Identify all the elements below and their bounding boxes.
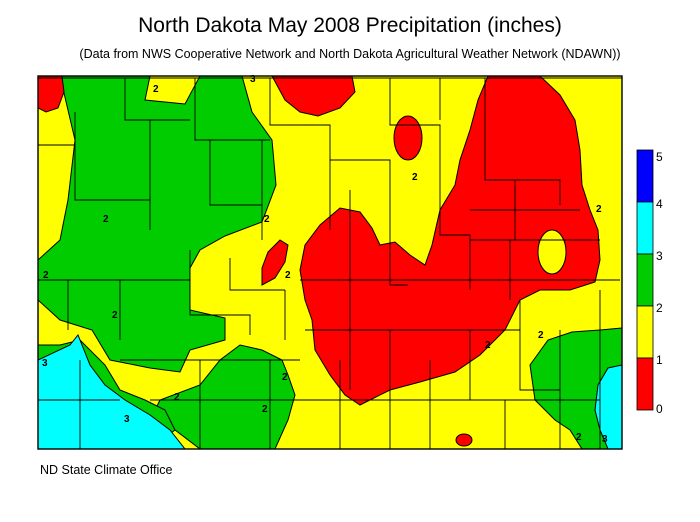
map-subtitle: (Data from NWS Cooperative Network and N…: [79, 47, 621, 61]
contour-label: 2: [596, 204, 602, 215]
zone-0-1-east: [299, 76, 601, 406]
legend-label-5: 5: [656, 150, 663, 164]
contour-label: 3: [250, 74, 256, 85]
legend-swatch-2-3: [636, 253, 654, 307]
legend-label-4: 4: [656, 197, 663, 211]
zone-0-1-northwest: [38, 76, 65, 113]
zone-0-1-central: [261, 239, 289, 286]
zone-0-1-south: [455, 433, 473, 447]
contour-label: 2: [576, 432, 582, 443]
contour-label: 2: [285, 270, 291, 281]
contour-label: 2: [262, 404, 268, 415]
state-outline: [37, 75, 623, 450]
credit-text: ND State Climate Office: [40, 463, 173, 477]
zone-1-2-island: [537, 229, 567, 275]
legend-swatch-0-1: [636, 357, 654, 411]
legend-label-3: 3: [656, 249, 663, 263]
legend-swatch-3-4: [636, 201, 654, 255]
contour-label: 2: [112, 310, 118, 321]
map-title: North Dakota May 2008 Precipitation (inc…: [138, 14, 562, 37]
contour-label: 2: [103, 214, 109, 225]
contour-label: 2: [264, 214, 270, 225]
zone-3-4-southwest: [38, 334, 186, 449]
zone-0-1-north-central: [271, 76, 356, 117]
contour-label: 3: [124, 414, 130, 425]
contour-label: 2: [282, 372, 288, 383]
county-boundaries: [38, 77, 622, 449]
contour-label: 3: [42, 358, 48, 369]
contour-label: 3: [602, 434, 608, 445]
legend-swatch-1-2: [636, 305, 654, 359]
zone-3-4-southeast: [594, 364, 622, 449]
contour-label: 2: [485, 340, 491, 351]
contour-label: 2: [153, 84, 159, 95]
contour-label: 2: [538, 330, 544, 341]
precip-zones: [38, 76, 622, 449]
zone-0-1-devils-lake: [393, 115, 423, 161]
legend-colorbar: [636, 149, 654, 411]
contour-label: 2: [412, 172, 418, 183]
legend-label-2: 2: [656, 301, 663, 315]
legend-label-1: 1: [656, 353, 663, 367]
legend-swatch-4-5: [636, 149, 654, 203]
contour-label: 2: [174, 392, 180, 403]
contour-labels: 2 2 2 2 2 2 2 2 3 3 3 3 2 2 2 2 2 2: [42, 74, 608, 445]
legend-label-0: 0: [656, 402, 663, 416]
contour-label: 2: [43, 270, 49, 281]
zone-2-3-west: [38, 76, 277, 373]
